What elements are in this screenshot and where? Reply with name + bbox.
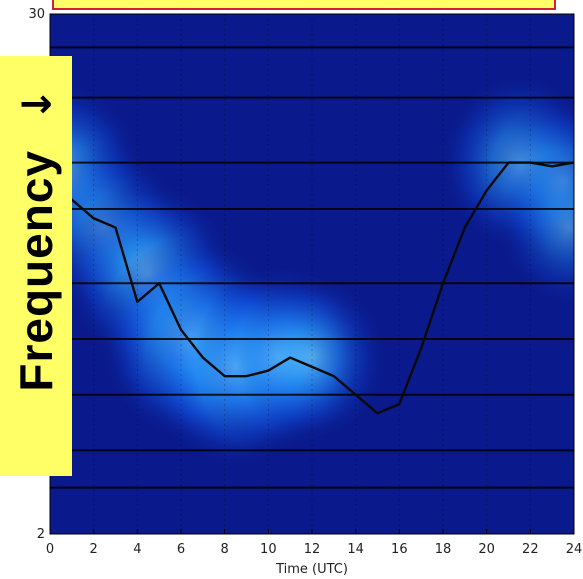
x-tick-label: 22 xyxy=(522,542,539,557)
x-tick-label: 16 xyxy=(391,542,408,557)
x-tick-label: 4 xyxy=(133,542,141,557)
x-tick-label: 20 xyxy=(478,542,495,557)
x-tick-label: 10 xyxy=(260,542,277,557)
frequency-label-box: → Frequency xyxy=(0,56,72,476)
heat-layer xyxy=(50,74,574,468)
heat-spot xyxy=(498,148,574,307)
series-layer xyxy=(50,161,574,415)
x-tick-label: 0 xyxy=(46,542,54,557)
x-tick-label: 8 xyxy=(221,542,229,557)
x-axis-title: Time (UTC) xyxy=(275,562,348,577)
series-line xyxy=(50,161,574,415)
x-tick-label: 6 xyxy=(177,542,185,557)
x-tick-label: 24 xyxy=(566,542,583,557)
x-tick-label: 2 xyxy=(90,542,98,557)
x-tick-label: 14 xyxy=(347,542,364,557)
arrow-icon: → xyxy=(19,81,53,127)
x-tick-label: 18 xyxy=(435,542,452,557)
x-axis: 0 2 4 6 8 10 12 14 16 18 20 22 24 xyxy=(46,529,582,557)
title-banner xyxy=(52,0,556,10)
grid-lines xyxy=(50,14,574,534)
x-tick-label: 12 xyxy=(304,542,321,557)
heat-spot xyxy=(236,273,388,442)
y-tick-label: 30 xyxy=(28,7,45,22)
y-tick-label: 2 xyxy=(37,527,45,542)
frequency-label: Frequency xyxy=(10,150,62,392)
y-axis: 2 30 xyxy=(28,7,45,542)
